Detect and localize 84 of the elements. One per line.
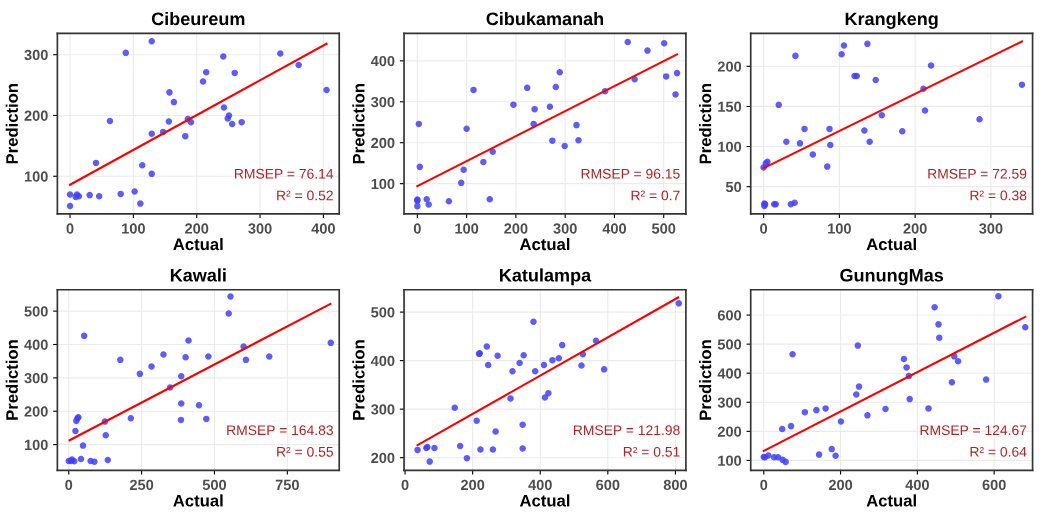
x-tick-label: 200 [828,479,853,491]
annotation: RMSEP = 124.67 [920,425,1027,436]
chart-title: Krangkeng [845,11,938,29]
x-axis-title: Actual [866,237,916,251]
y-tick-label: 400 [370,355,395,367]
y-tick-label: 300 [371,404,395,415]
x-tick-label: 300 [248,223,272,234]
x-tick-label: 400 [528,479,552,491]
annotation: R² = 0.64 [970,446,1027,457]
y-tick-label: 100 [718,455,742,466]
y-tick-label: 300 [24,372,48,384]
y-tick-label: 500 [371,307,395,318]
x-axis-title: Actual [866,494,916,507]
x-tick-label: 300 [979,223,1003,234]
x-tick-label: 800 [663,479,687,491]
chart-title: Cibukamanah [486,11,604,26]
x-tick-label: 0 [401,479,409,491]
x-axis-title: Actual [519,494,570,507]
x-tick-label: 0 [760,223,768,234]
y-tick-label: 400 [24,339,48,350]
y-tick-label: 300 [24,49,48,61]
x-tick-label: 0 [66,223,74,234]
annotation: RMSEP = 121.98 [573,425,680,436]
chart-title: GunungMas [840,268,944,286]
y-axis-title: Prediction [5,340,18,420]
x-tick-label: 300 [553,223,577,234]
y-tick-label: 100 [24,439,48,451]
y-tick-label: 200 [371,137,395,149]
y-tick-label: 600 [717,310,742,321]
y-tick-label: 500 [717,339,742,350]
annotation: R² = 0.7 [631,190,680,201]
x-tick-label: 200 [504,223,528,234]
y-axis-title: Prediction [352,83,365,164]
x-axis-title: Actual [173,237,223,251]
annotation: R² = 0.51 [623,446,680,457]
x-tick-label: 500 [652,223,676,234]
y-tick-label: 200 [717,426,742,437]
x-tick-label: 0 [413,223,421,234]
annotation: RMSEP = 96.15 [581,168,680,179]
y-tick-label: 500 [24,306,48,317]
x-tick-label: 0 [65,479,73,491]
y-tick-label: 400 [370,55,395,67]
chart-title: Kawali [170,268,226,282]
y-axis-title: Prediction [5,83,18,164]
x-tick-label: 200 [903,223,927,234]
x-tick-label: 750 [275,479,299,491]
y-tick-label: 200 [717,61,742,72]
x-axis-title: Actual [519,237,570,251]
annotation: R² = 0.52 [277,190,333,201]
y-tick-label: 100 [371,178,395,190]
x-tick-label: 400 [905,479,929,491]
y-tick-label: 200 [371,452,395,464]
x-tick-label: 200 [460,479,485,491]
y-axis-title: Prediction [699,83,712,164]
x-tick-label: 400 [311,223,335,234]
x-tick-label: 100 [122,223,145,234]
y-tick-label: 50 [725,181,742,193]
x-tick-label: 600 [982,479,1006,491]
x-tick-label: 100 [828,223,851,234]
y-tick-label: 400 [717,368,742,379]
annotation: R² = 0.38 [970,190,1027,201]
annotation: RMSEP = 164.83 [227,425,333,436]
y-tick-label: 100 [24,171,48,182]
annotation: RMSEP = 76.14 [234,168,334,179]
y-tick-label: 300 [717,397,742,408]
x-tick-label: 100 [455,223,479,234]
y-tick-label: 100 [718,141,742,152]
x-tick-label: 600 [596,479,620,491]
y-tick-label: 300 [371,96,395,108]
x-tick-label: 400 [602,223,627,234]
x-tick-label: 250 [129,479,154,491]
x-tick-label: 0 [760,479,768,491]
annotation: RMSEP = 72.59 [928,168,1027,179]
y-axis-title: Prediction [352,340,365,420]
x-tick-label: 500 [202,479,227,491]
chart-title: Cibeureum [151,11,245,26]
x-tick-label: 200 [185,223,209,234]
y-axis-title: Prediction [699,340,712,420]
x-axis-title: Actual [173,494,223,507]
y-tick-label: 150 [718,101,742,112]
y-tick-label: 200 [24,110,48,121]
chart-title: Katulampa [500,268,592,286]
y-tick-label: 200 [24,406,48,417]
annotation: R² = 0.55 [277,446,333,457]
